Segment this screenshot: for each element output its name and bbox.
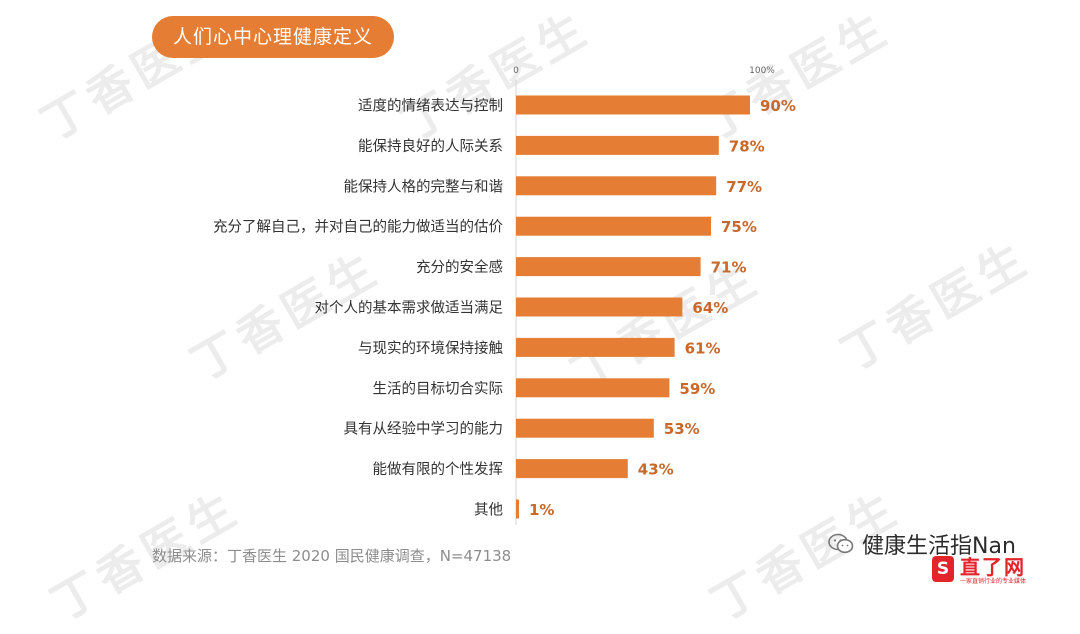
value-label: 64% [692,299,728,317]
bar [516,176,717,196]
category-label: 生活的目标切合实际 [373,380,504,397]
value-label: 77% [726,178,762,196]
category-label: 具有从经验中学习的能力 [344,421,504,438]
bar [516,135,719,155]
wechat-account-name: 健康生活指Nan [862,534,1016,559]
value-label: 61% [685,339,721,357]
category-label: 其他 [474,502,503,519]
site-logo-name: 直了网 [960,555,1026,579]
value-label: 90% [760,97,796,115]
value-label: 53% [664,420,700,438]
bar [516,499,519,519]
category-label: 充分了解自己，并对自己的能力做适当的估价 [213,219,503,236]
site-logo-badge: S [932,556,954,582]
category-label: 能保持人格的完整与和谐 [344,178,504,195]
category-label: 对个人的基本需求做适当满足 [315,300,504,317]
value-label: 59% [679,380,715,398]
chart-title-pill: 人们心中心理健康定义 [152,16,394,58]
bar [516,297,683,317]
bar [516,95,750,115]
category-label: 能保持良好的人际关系 [358,138,503,155]
bar [516,337,675,357]
axis-tick-label: 100% [749,66,775,76]
value-label: 1% [529,501,554,519]
value-label: 71% [711,259,747,277]
category-label: 能做有限的个性发挥 [373,461,504,478]
value-label: 75% [721,218,757,236]
bar [516,418,654,438]
data-source-note: 数据来源：丁香医生 2020 国民健康调查，N=47138 [152,547,512,565]
axis-tick-label: 0 [513,66,519,76]
bar [516,378,670,398]
category-label: 与现实的环境保持接触 [358,339,503,357]
wechat-icon [828,533,854,554]
category-label: 适度的情绪表达与控制 [358,98,503,115]
category-label: 充分的安全感 [416,258,503,276]
bar [516,257,701,277]
bar [516,459,628,479]
site-logo-slogan: 一家直销行业的专业媒体 [960,578,1027,585]
bar-chart: 0 100% 适度的情绪表达与控制 90% 能保持良好的人际关系 78% 能保持人格的完整与… [213,66,796,525]
wechat-account: 健康生活指Nan [828,528,1016,560]
site-logo[interactable]: S 直了网 一家直销行业的专业媒体 [932,556,1026,586]
bar [516,216,711,236]
value-label: 78% [729,137,765,155]
value-label: 43% [638,461,674,479]
